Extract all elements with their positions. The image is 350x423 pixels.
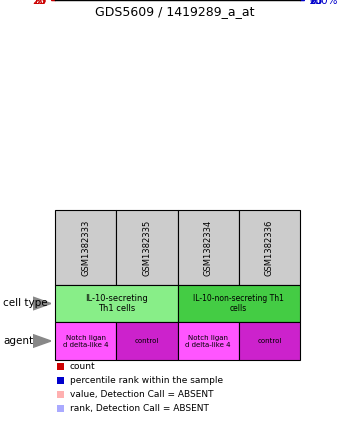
Polygon shape: [33, 297, 51, 310]
Text: percentile rank within the sample: percentile rank within the sample: [70, 376, 223, 385]
Text: cell type: cell type: [3, 299, 48, 308]
Text: IL-10-secreting
Th1 cells: IL-10-secreting Th1 cells: [85, 294, 148, 313]
Polygon shape: [33, 335, 51, 347]
Text: GSM1382335: GSM1382335: [142, 220, 151, 276]
Text: count: count: [70, 362, 96, 371]
Text: rank, Detection Call = ABSENT: rank, Detection Call = ABSENT: [70, 404, 209, 413]
Text: agent: agent: [3, 336, 33, 346]
Text: Notch ligan
d delta-like 4: Notch ligan d delta-like 4: [63, 335, 108, 348]
Text: value, Detection Call = ABSENT: value, Detection Call = ABSENT: [70, 390, 214, 399]
Text: IL-10-non-secreting Th1
cells: IL-10-non-secreting Th1 cells: [193, 294, 284, 313]
Text: GSM1382336: GSM1382336: [265, 219, 274, 276]
Text: GSM1382333: GSM1382333: [81, 219, 90, 276]
Text: GDS5609 / 1419289_a_at: GDS5609 / 1419289_a_at: [95, 5, 255, 18]
Text: control: control: [257, 338, 281, 344]
Text: control: control: [135, 338, 159, 344]
Text: Notch ligan
d delta-like 4: Notch ligan d delta-like 4: [186, 335, 231, 348]
Text: GSM1382334: GSM1382334: [204, 220, 213, 276]
